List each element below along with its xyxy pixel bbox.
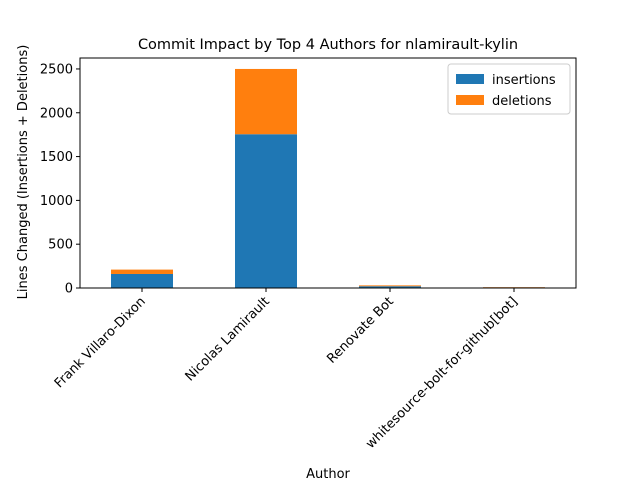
y-tick-label-0: 0: [65, 282, 73, 297]
bar-deletions-1: [235, 68, 297, 135]
y-tick-label-4: 2000: [40, 106, 73, 121]
legend: insertions deletions: [447, 63, 571, 115]
bar-insertions-1: [235, 134, 297, 288]
y-axis-title: Lines Changed (Insertions + Deletions): [16, 45, 31, 300]
legend-label-deletions: deletions: [492, 94, 552, 109]
x-axis-title: Author: [306, 467, 350, 480]
legend-swatch-insertions: [456, 74, 484, 84]
y-tick-label-1: 500: [48, 238, 73, 253]
plot-frame: [79, 57, 577, 289]
bar-deletions-2: [359, 285, 421, 287]
y-tick-label-3: 1500: [40, 150, 73, 165]
y-tick-label-2: 1000: [40, 194, 73, 209]
bar-insertions-2: [359, 286, 421, 288]
bar-deletions-0: [111, 269, 173, 274]
legend-label-insertions: insertions: [492, 73, 556, 88]
chart-title: Commit Impact by Top 4 Authors for nlami…: [138, 37, 518, 53]
legend-swatch-deletions: [456, 95, 484, 105]
bar-insertions-0: [111, 273, 173, 288]
y-tick-label-5: 2500: [40, 62, 73, 77]
